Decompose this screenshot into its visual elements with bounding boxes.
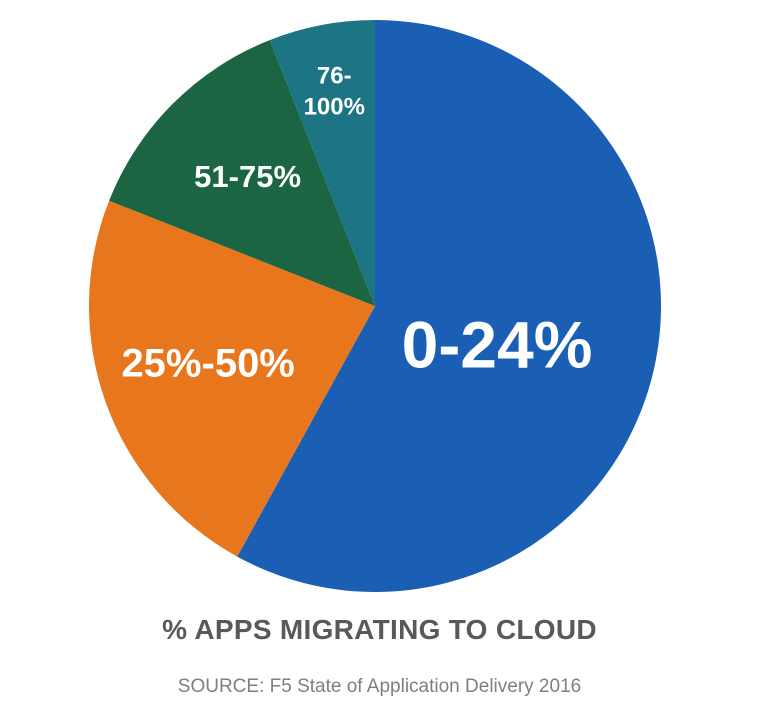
pie-slices xyxy=(88,20,662,592)
pie-slice-label-2: 25%-50% xyxy=(121,342,294,386)
pie-slice-label-4: 76-100% xyxy=(304,63,365,121)
pie-slice-3 xyxy=(109,40,375,306)
pie-slice-4 xyxy=(269,20,375,306)
chart-source: SOURCE: F5 State of Application Delivery… xyxy=(177,676,582,697)
pie-slice-label-3: 51-75% xyxy=(194,159,301,194)
pie-slice-label-1: 0-24% xyxy=(402,307,593,381)
pie-slice-2 xyxy=(88,200,375,557)
pie-slice-1 xyxy=(237,20,662,592)
pie-labels: 0-24% 25%-50% 51-75% 76-100% xyxy=(121,63,592,386)
chart-title: % APPS MIGRATING TO CLOUD xyxy=(162,614,597,645)
